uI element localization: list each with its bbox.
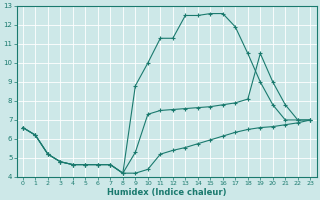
X-axis label: Humidex (Indice chaleur): Humidex (Indice chaleur) — [107, 188, 226, 197]
